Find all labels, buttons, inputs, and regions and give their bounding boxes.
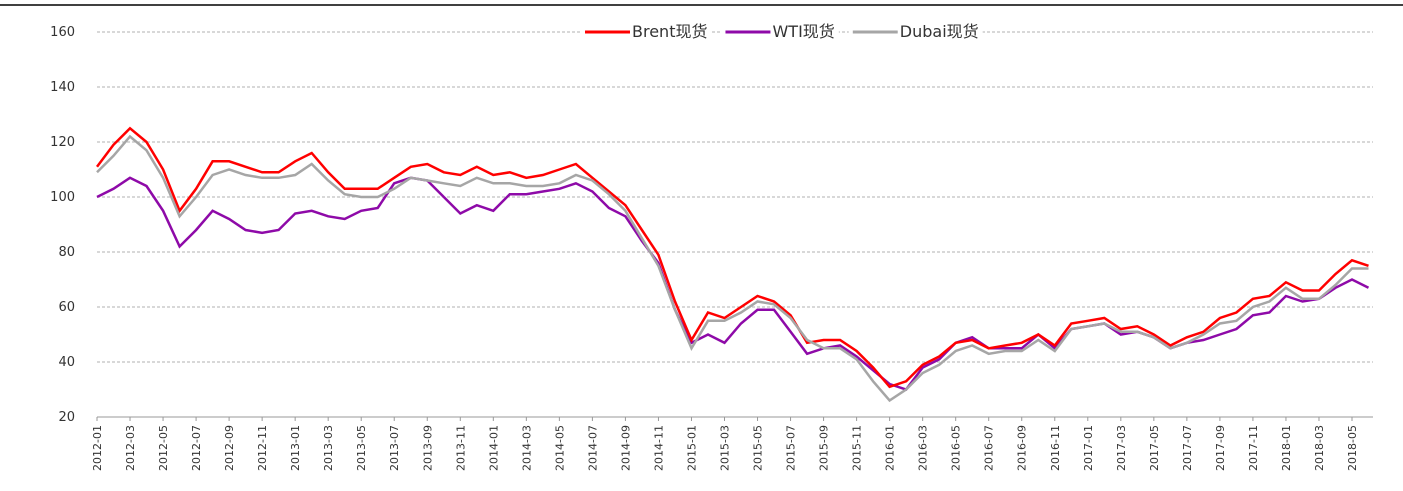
x-tick-label: 2012-01	[91, 425, 104, 471]
x-tick-label: 2017-03	[1115, 425, 1128, 471]
y-tick-label: 80	[58, 245, 75, 260]
x-tick-label: 2012-09	[223, 425, 236, 471]
x-tick-label: 2014-11	[652, 425, 665, 471]
legend-bg	[630, 20, 712, 42]
x-tick-label: 2017-11	[1247, 425, 1260, 471]
legend-label: Dubai现货	[900, 22, 979, 41]
x-tick-label: 2014-07	[586, 425, 599, 471]
legend-bg	[897, 20, 983, 42]
x-tick-label: 2012-07	[190, 425, 203, 471]
x-tick-label: 2013-09	[421, 425, 434, 471]
x-tick-label: 2017-09	[1214, 425, 1227, 471]
x-tick-label: 2016-07	[983, 425, 996, 471]
x-tick-label: 2013-05	[355, 425, 368, 471]
y-tick-label: 120	[50, 135, 75, 150]
y-tick-label: 40	[58, 355, 75, 370]
series-line	[96, 126, 1369, 389]
legend-label: WTI现货	[772, 22, 834, 41]
x-tick-label: 2013-07	[388, 425, 401, 471]
series-line	[96, 176, 1370, 391]
x-tick-label: 2016-01	[884, 425, 897, 471]
x-tick-label: 2012-03	[124, 425, 137, 471]
y-tick-label: 100	[50, 190, 75, 205]
x-tick-label: 2017-07	[1181, 425, 1194, 471]
x-tick-label: 2017-05	[1148, 425, 1161, 471]
x-tick-label: 2015-09	[818, 425, 831, 471]
legend-bg	[770, 20, 839, 42]
x-tick-label: 2016-03	[917, 425, 930, 471]
x-tick-label: 2013-01	[289, 425, 302, 471]
x-tick-label: 2014-05	[553, 425, 566, 471]
x-tick-label: 2018-05	[1346, 425, 1359, 471]
y-tick-label: 20	[58, 410, 75, 425]
x-tick-label: 2015-05	[752, 425, 765, 471]
x-tick-label: 2015-01	[685, 425, 698, 471]
x-tick-label: 2016-11	[1049, 425, 1062, 471]
x-tick-label: 2018-03	[1313, 425, 1326, 471]
y-tick-label: 160	[50, 25, 75, 40]
x-tick-label: 2013-03	[322, 425, 335, 471]
x-tick-label: 2012-11	[256, 425, 269, 471]
x-tick-label: 2016-05	[950, 425, 963, 471]
x-tick-label: 2014-01	[487, 425, 500, 471]
legend-label: Brent现货	[632, 22, 707, 41]
y-tick-label: 140	[50, 80, 75, 95]
x-tick-label: 2015-07	[785, 425, 798, 471]
x-tick-label: 2013-11	[454, 425, 467, 471]
x-tick-label: 2015-11	[851, 425, 864, 471]
x-tick-label: 2018-01	[1280, 425, 1293, 471]
y-tick-label: 60	[58, 300, 75, 315]
x-tick-label: 2014-03	[520, 425, 533, 471]
x-tick-label: 2012-05	[157, 425, 170, 471]
x-tick-label: 2014-09	[619, 425, 632, 471]
series-line	[96, 134, 1369, 403]
x-tick-label: 2015-03	[719, 425, 732, 471]
x-tick-label: 2016-09	[1016, 425, 1029, 471]
x-tick-label: 2017-01	[1082, 425, 1095, 471]
